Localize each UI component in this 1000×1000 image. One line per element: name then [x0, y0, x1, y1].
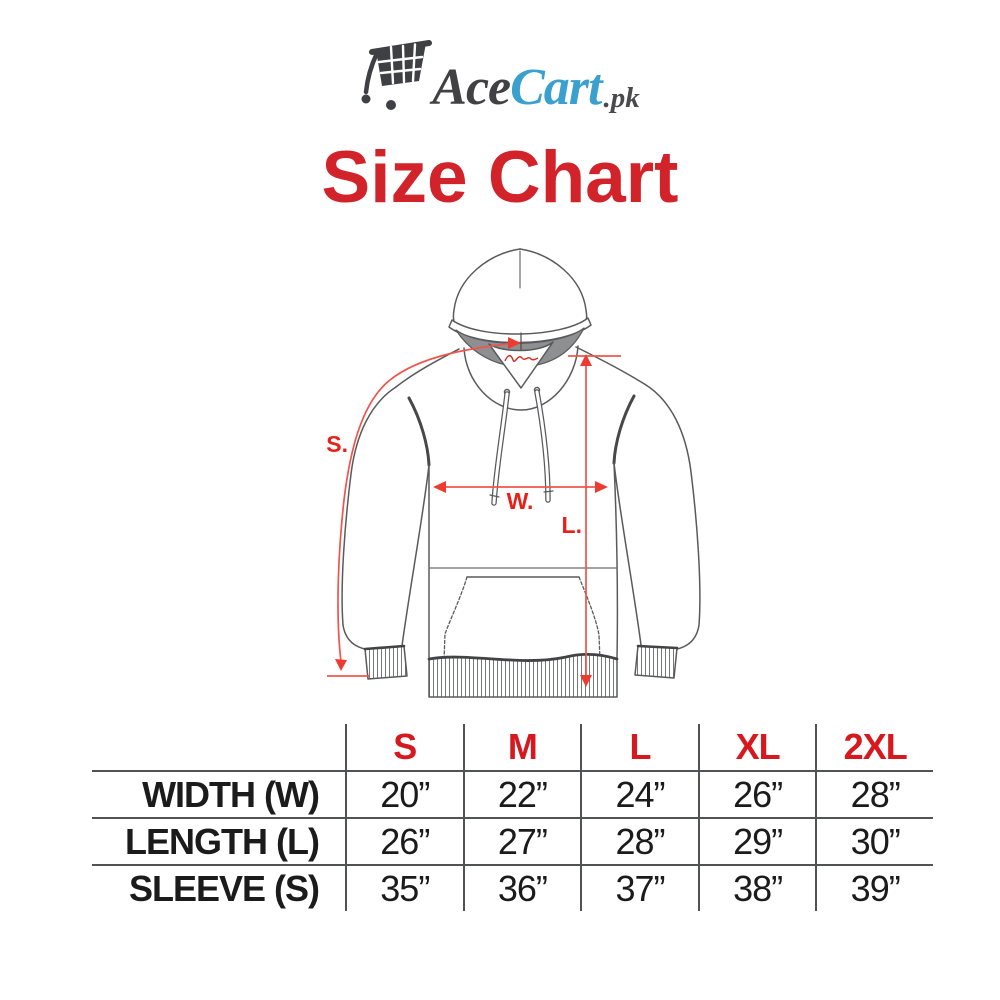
table-cell: 26”: [697, 770, 816, 817]
column-header-l: L: [580, 724, 698, 770]
table-cell: 37”: [580, 864, 698, 911]
size-table: S M L XL 2XL WIDTH (W) 20” 22” 24” 26” 2…: [92, 724, 933, 911]
length-measure-label: L.: [562, 512, 582, 538]
table-cell: 27”: [462, 817, 581, 864]
table-cell: 22”: [462, 770, 581, 817]
width-measure-label: W.: [507, 488, 534, 514]
column-header-xl: XL: [697, 724, 816, 770]
table-cell: 29”: [697, 817, 816, 864]
row-label-length: LENGTH (L): [92, 817, 345, 864]
shopping-cart-icon: [361, 40, 433, 110]
logo-text-ace: Ace: [432, 59, 511, 116]
column-header-s: S: [345, 724, 463, 770]
table-cell: 35”: [345, 864, 463, 911]
table-cell: 39”: [815, 864, 933, 911]
neck-brand-mark: [504, 354, 539, 362]
measurement-arrowheads: [335, 337, 608, 687]
hoodie-outline: [341, 248, 701, 698]
row-label-width: WIDTH (W): [92, 770, 345, 817]
measurement-lines: [327, 342, 621, 682]
table-cell: 36”: [462, 864, 581, 911]
column-header-m: M: [462, 724, 581, 770]
logo-text-tld: .pk: [603, 82, 640, 114]
logo: Ace Cart .pk: [0, 40, 1000, 116]
table-cell: 26”: [345, 817, 463, 864]
table-corner-cell: [92, 724, 345, 770]
table-cell: 28”: [815, 770, 933, 817]
table-cell: 38”: [697, 864, 816, 911]
row-label-sleeve: SLEEVE (S): [92, 864, 345, 911]
table-cell: 24”: [580, 770, 698, 817]
page-title: Size Chart: [321, 137, 679, 218]
sleeve-measure-label: S.: [326, 431, 348, 457]
table-cell: 28”: [580, 817, 698, 864]
column-header-2xl: 2XL: [815, 724, 933, 770]
hoodie-diagram: S. W. L.: [326, 248, 701, 698]
logo-text-cart: Cart: [510, 59, 602, 116]
table-cell: 30”: [815, 817, 933, 864]
table-cell: 20”: [345, 770, 463, 817]
